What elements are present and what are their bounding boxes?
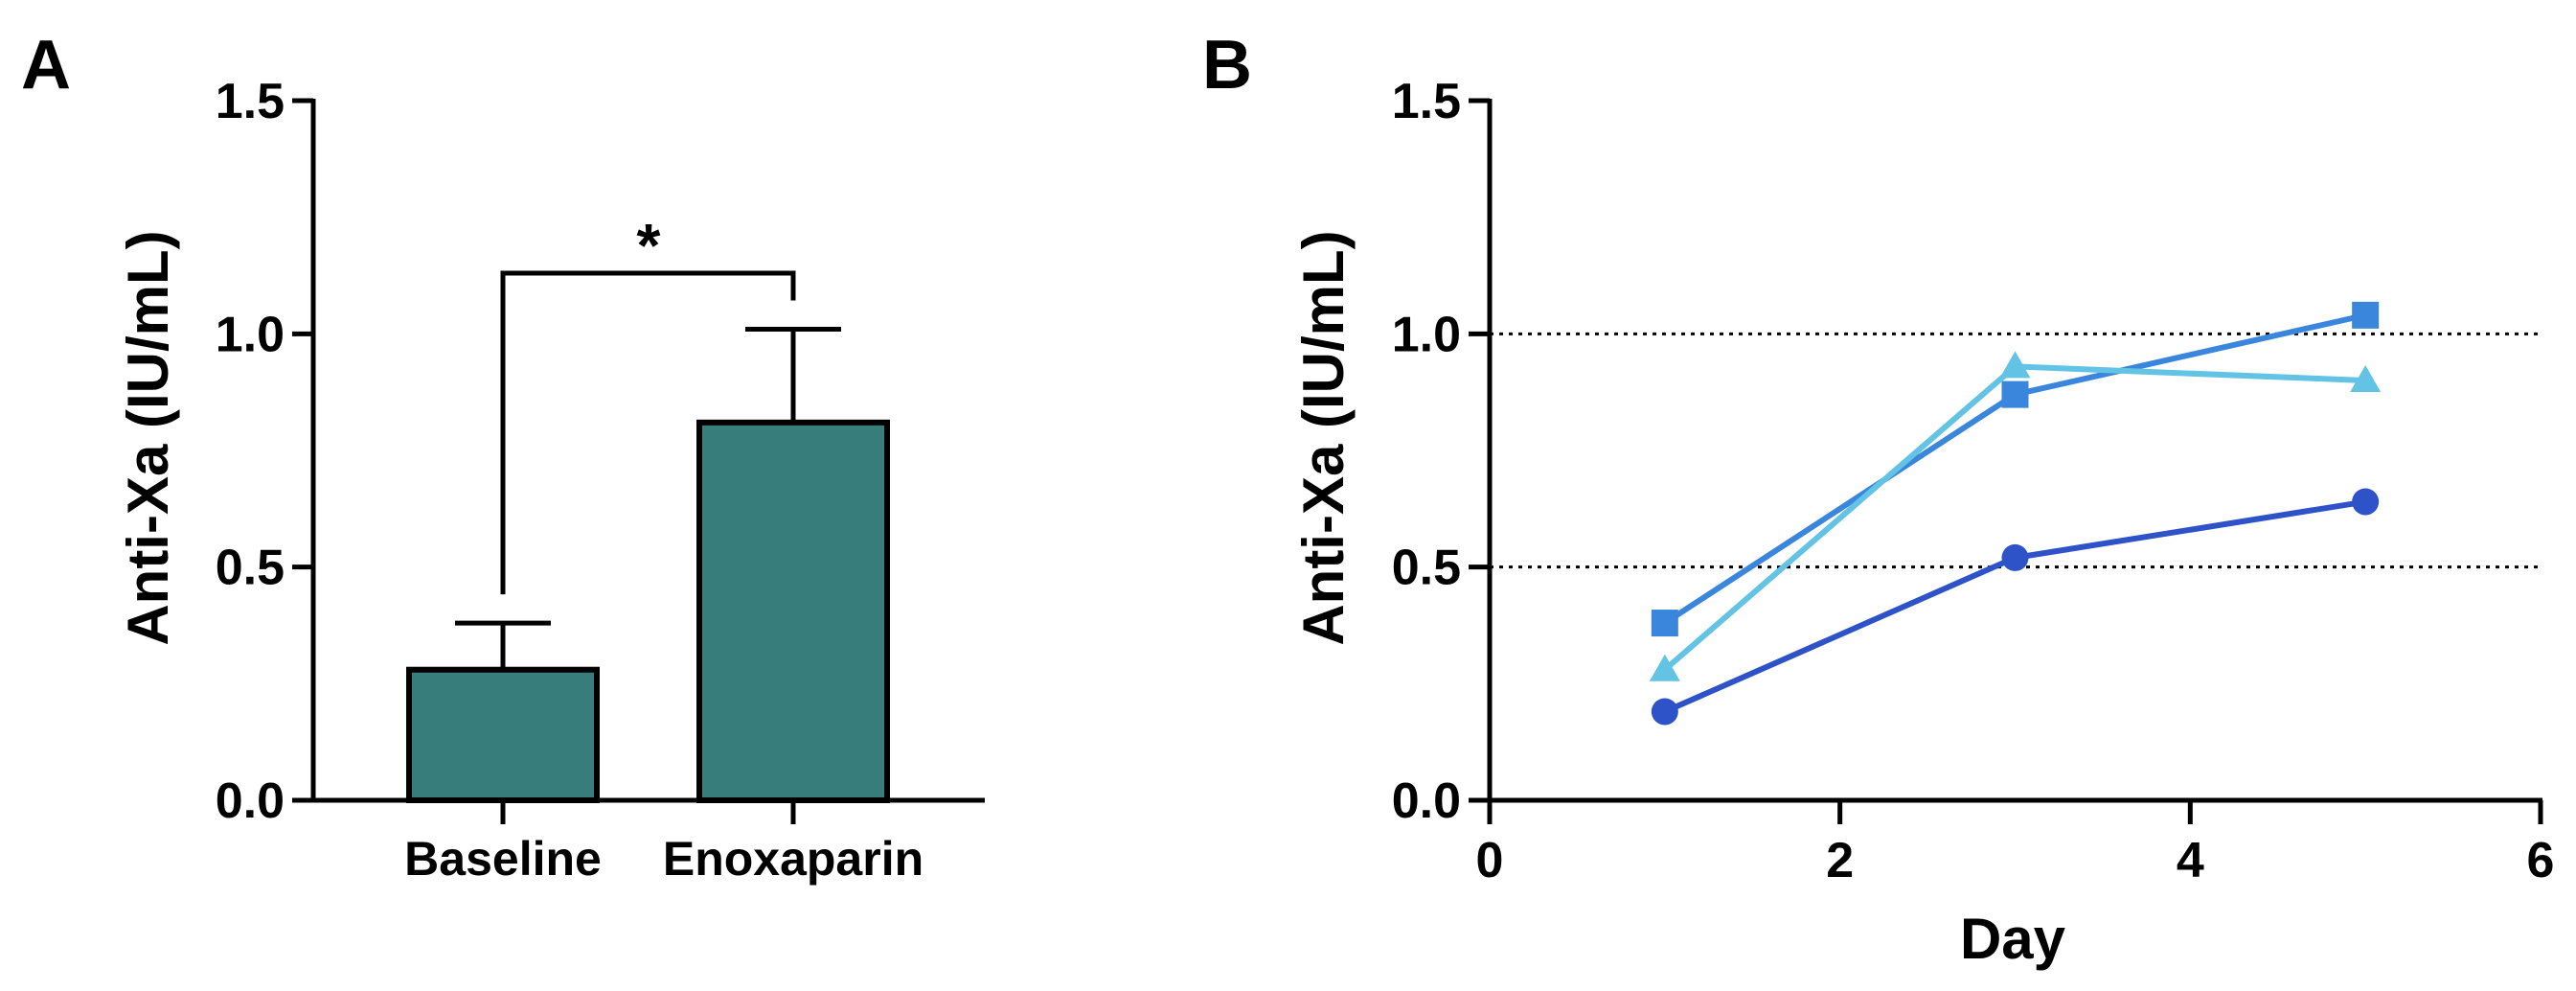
panel-b-y-tick-label: 1.0 <box>1392 307 1461 362</box>
significance-bracket-line <box>500 270 796 595</box>
panel-b-y-tick-label: 1.5 <box>1392 74 1461 129</box>
panel-a-letter: A <box>21 27 71 104</box>
data-point-triangle <box>2350 365 2382 392</box>
panel-b-y-axis-title: Anti-Xa (IU/mL) <box>1291 230 1356 645</box>
significance-bracket: * <box>500 211 796 595</box>
significance-star: * <box>637 211 661 280</box>
panel-b-y-tick-label: 0.5 <box>1392 541 1461 596</box>
series-patient-1 <box>1651 488 2380 726</box>
data-point-square <box>2001 380 2029 408</box>
panel-a-y-tick-label: 1.5 <box>216 74 285 129</box>
data-point-triangle <box>1999 351 2031 379</box>
data-point-square <box>1651 610 1678 637</box>
panel-b-series <box>1649 301 2382 726</box>
panel-a-y-tick-label: 0.5 <box>216 541 285 596</box>
panel-b-x-axis-title: Day <box>1960 907 2066 971</box>
panel-a: A Anti-Xa (IU/mL) 0.0 0.5 1.0 1.5 Baseline … <box>21 27 985 886</box>
panel-b-x-tick-label: 0 <box>1476 833 1504 888</box>
panel-b-y-tick-label: 0.0 <box>1392 773 1461 829</box>
bar-enoxaparin <box>696 419 890 803</box>
data-point-triangle <box>1649 654 1680 681</box>
data-point-square <box>2352 301 2380 329</box>
bar-baseline <box>406 666 600 803</box>
category-label-baseline: Baseline <box>404 832 602 886</box>
series-patient-2 <box>1651 301 2380 637</box>
panel-b-x-tick-label: 6 <box>2527 833 2555 888</box>
panel-a-y-tick-label: 0.0 <box>216 773 285 829</box>
data-point-circle <box>1651 698 1678 726</box>
panel-b-axes: 0.0 0.5 1.0 1.5 0 2 4 6 <box>1392 74 2555 888</box>
panel-b-letter: B <box>1202 27 1252 104</box>
panel-a-bars <box>406 326 890 803</box>
panel-b-x-tick-label: 2 <box>1826 833 1854 888</box>
category-label-enoxaparin: Enoxaparin <box>663 832 923 886</box>
series-line <box>1663 498 2366 715</box>
panel-a-y-axis-title: Anti-Xa (IU/mL) <box>116 230 180 645</box>
series-patient-3 <box>1649 351 2382 681</box>
panel-a-x-tick-labels: Baseline Enoxaparin <box>404 832 923 886</box>
panel-a-y-tick-label: 1.0 <box>216 307 285 362</box>
panel-b: B Anti-Xa (IU/mL) Day 0.0 0.5 1.0 1.5 0 2 4 6 <box>1202 27 2554 971</box>
panel-b-x-tick-label: 4 <box>2177 833 2204 888</box>
data-point-circle <box>2352 488 2380 516</box>
data-point-circle <box>2001 543 2029 571</box>
